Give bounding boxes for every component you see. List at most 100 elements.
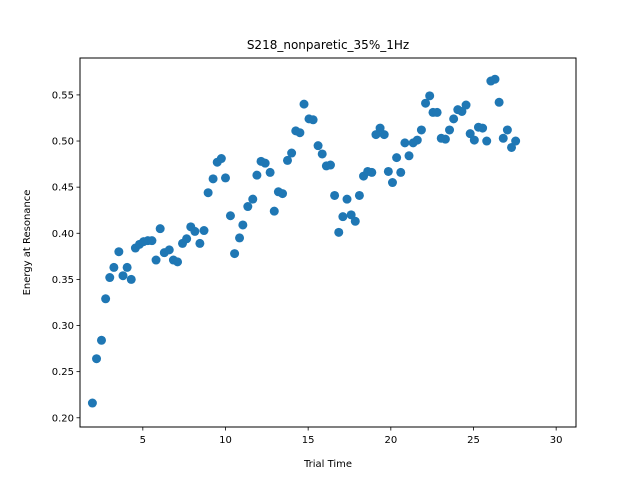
data-point bbox=[342, 194, 352, 204]
y-axis-ticks: 0.20 0.25 0.30 0.35 0.40 0.45 0.50 0.55 bbox=[52, 90, 80, 424]
data-point bbox=[511, 136, 521, 146]
data-point bbox=[173, 257, 183, 267]
data-point bbox=[190, 226, 200, 236]
y-tick-label: 0.45 bbox=[52, 183, 74, 194]
data-point bbox=[248, 194, 258, 204]
data-point bbox=[114, 247, 124, 257]
data-point bbox=[338, 212, 348, 222]
data-point bbox=[225, 211, 235, 221]
data-point bbox=[392, 153, 402, 163]
data-point bbox=[387, 178, 397, 188]
data-point bbox=[469, 135, 479, 145]
data-point bbox=[330, 190, 340, 200]
y-tick-label: 0.40 bbox=[52, 229, 74, 240]
x-axis-title: Trial Time bbox=[303, 459, 352, 470]
data-points bbox=[87, 74, 521, 408]
data-point bbox=[371, 130, 381, 140]
data-point bbox=[96, 335, 106, 345]
data-point bbox=[203, 188, 213, 198]
data-point bbox=[164, 245, 174, 255]
data-point bbox=[243, 202, 253, 212]
data-point bbox=[282, 155, 292, 165]
data-point bbox=[482, 136, 492, 146]
data-point bbox=[92, 354, 102, 364]
data-point bbox=[416, 125, 426, 135]
data-point bbox=[354, 190, 364, 200]
data-point bbox=[334, 227, 344, 237]
x-axis-ticks: 5 10 15 20 25 30 bbox=[140, 427, 563, 446]
data-point bbox=[478, 123, 488, 133]
data-point bbox=[449, 114, 459, 124]
y-tick-label: 0.35 bbox=[52, 275, 74, 286]
data-point bbox=[379, 130, 389, 140]
data-point bbox=[101, 294, 111, 304]
data-point bbox=[238, 220, 248, 230]
data-point bbox=[216, 154, 226, 164]
y-tick-label: 0.30 bbox=[52, 321, 74, 332]
data-point bbox=[457, 107, 467, 116]
y-axis-title: Energy at Resonance bbox=[22, 190, 33, 296]
data-point bbox=[412, 135, 422, 145]
data-point bbox=[122, 262, 132, 272]
x-tick-label: 30 bbox=[550, 435, 563, 446]
data-point bbox=[445, 125, 455, 135]
data-point bbox=[350, 216, 360, 226]
data-point bbox=[494, 97, 504, 107]
data-point bbox=[109, 262, 119, 272]
data-point bbox=[299, 99, 309, 109]
x-tick-label: 5 bbox=[140, 435, 146, 446]
data-point bbox=[425, 91, 435, 101]
data-point bbox=[432, 107, 442, 117]
data-point bbox=[260, 158, 270, 168]
data-point bbox=[147, 236, 157, 246]
data-point bbox=[105, 273, 115, 283]
data-point bbox=[507, 142, 517, 152]
data-point bbox=[465, 129, 475, 139]
data-point bbox=[502, 125, 512, 135]
data-point bbox=[199, 226, 209, 236]
x-tick-label: 15 bbox=[302, 435, 315, 446]
data-point bbox=[461, 100, 471, 110]
data-point bbox=[118, 271, 128, 281]
data-point bbox=[220, 173, 230, 183]
y-tick-label: 0.50 bbox=[52, 137, 74, 148]
data-point bbox=[195, 238, 205, 248]
data-point bbox=[383, 166, 393, 176]
data-point bbox=[230, 249, 240, 259]
data-point bbox=[252, 170, 262, 180]
data-point bbox=[490, 74, 500, 84]
data-point bbox=[126, 274, 136, 284]
plot-area bbox=[80, 58, 576, 427]
x-tick-label: 10 bbox=[219, 435, 232, 446]
data-point bbox=[346, 210, 356, 220]
x-tick-label: 20 bbox=[384, 435, 397, 446]
y-tick-label: 0.55 bbox=[52, 90, 74, 101]
data-point bbox=[208, 174, 218, 184]
data-point bbox=[396, 167, 406, 177]
data-point bbox=[375, 123, 385, 133]
data-point bbox=[498, 133, 508, 143]
data-point bbox=[325, 160, 335, 170]
chart-title: S218_nonparetic_35%_1Hz bbox=[247, 38, 409, 52]
data-point bbox=[235, 233, 245, 243]
data-point bbox=[269, 206, 279, 216]
data-point bbox=[404, 151, 414, 161]
data-point bbox=[440, 134, 450, 144]
y-tick-label: 0.20 bbox=[52, 413, 74, 424]
data-point bbox=[265, 167, 275, 177]
data-point bbox=[155, 224, 165, 234]
data-point bbox=[367, 167, 377, 177]
data-point bbox=[313, 141, 323, 151]
y-tick-label: 0.25 bbox=[52, 367, 74, 378]
axes-frame bbox=[79, 57, 577, 428]
data-point bbox=[400, 138, 410, 148]
data-point bbox=[278, 189, 288, 199]
data-point bbox=[151, 255, 161, 265]
data-point bbox=[87, 398, 97, 408]
data-point bbox=[317, 149, 327, 159]
data-point bbox=[308, 115, 318, 125]
x-tick-label: 25 bbox=[467, 435, 480, 446]
data-point bbox=[421, 98, 431, 108]
data-point bbox=[295, 128, 305, 138]
